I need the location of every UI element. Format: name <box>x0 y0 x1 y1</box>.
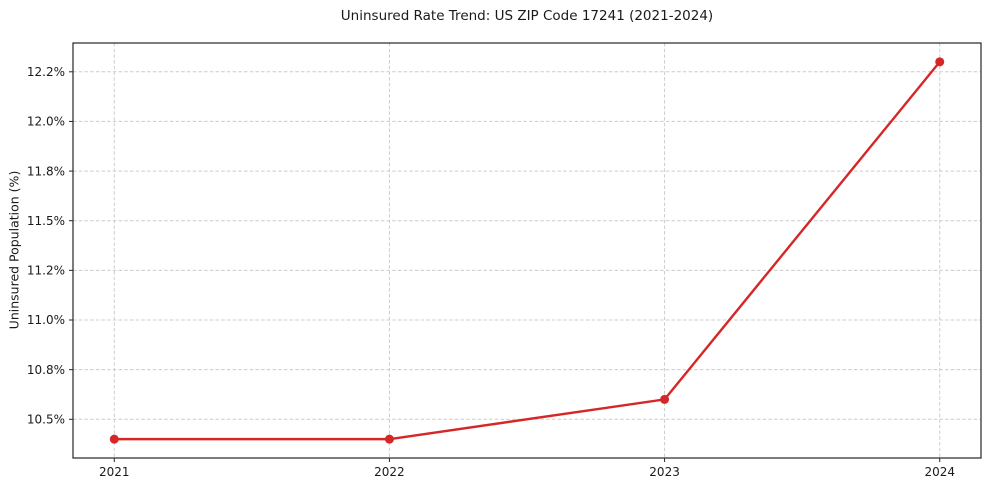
data-point <box>660 394 670 404</box>
trend-line <box>113 60 941 441</box>
y-tick-label: 11.0% <box>27 313 65 327</box>
y-tick-label: 12.0% <box>27 115 65 129</box>
x-tick-label: 2022 <box>374 465 405 479</box>
y-tick-label: 10.5% <box>27 412 65 426</box>
y-tick-label: 11.5% <box>27 214 65 228</box>
y-tick-label: 10.8% <box>27 363 65 377</box>
data-point <box>109 434 119 444</box>
y-tick-label: 12.2% <box>27 65 65 79</box>
x-tick-label: 2021 <box>99 465 130 479</box>
data-point <box>384 434 394 444</box>
y-tick-label: 11.8% <box>27 164 65 178</box>
y-tick-label: 11.2% <box>27 264 65 278</box>
x-tick-label: 2024 <box>924 465 955 479</box>
plot-border <box>72 42 982 459</box>
x-tick-label: 2023 <box>649 465 680 479</box>
data-point <box>935 57 945 67</box>
chart-title: Uninsured Rate Trend: US ZIP Code 17241 … <box>340 8 714 24</box>
